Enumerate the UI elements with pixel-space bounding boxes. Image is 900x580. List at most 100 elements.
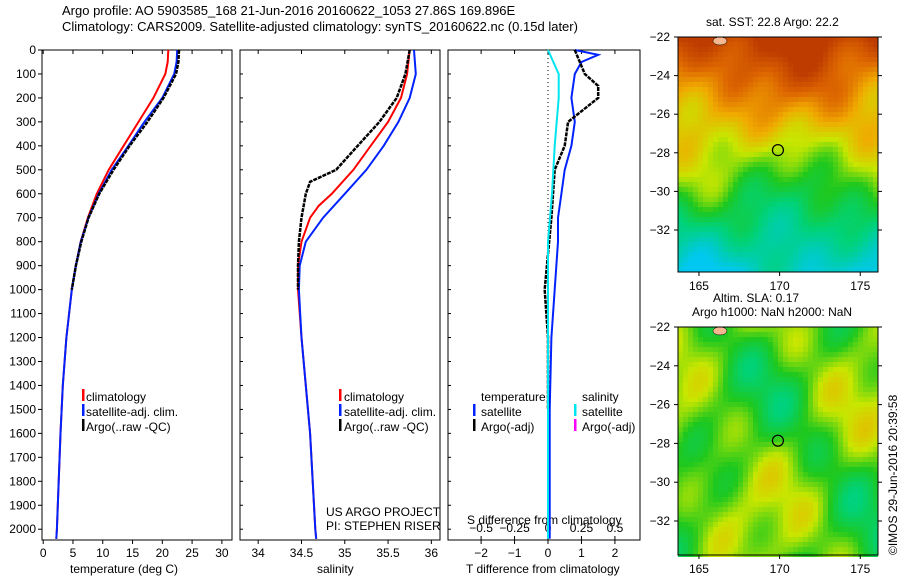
map-cell [868,122,873,127]
map-cell [823,357,828,362]
map-cell [778,522,783,527]
map-cell [773,402,778,407]
map-cell [848,542,853,547]
map-cell [778,492,783,497]
map-cell [863,167,868,172]
map-cell [713,507,718,512]
map-cell [713,242,718,247]
map-cell [808,487,813,492]
map-cell [808,462,813,467]
map-cell [868,117,873,122]
map-cell [733,262,738,267]
map-cell [688,37,693,42]
map-cell [818,252,823,257]
map-cell [798,522,803,527]
map-cell [873,212,878,217]
map-cell [693,117,698,122]
map-cell [798,72,803,77]
map-cell [738,442,743,447]
map-cell [753,177,758,182]
legend-diff-2: Argo(-adj) [481,420,535,434]
map-cell [778,487,783,492]
map-cell [858,542,863,547]
map-cell [723,482,728,487]
map-cell [813,177,818,182]
map-cell [693,122,698,127]
map-cell [768,367,773,372]
map-cell [828,427,833,432]
map-cell [723,187,728,192]
map-cell [698,162,703,167]
map-cell [773,137,778,142]
map-cell [803,442,808,447]
map-cell [858,52,863,57]
legend-diff-1: satellite [481,405,522,419]
map-cell [813,517,818,522]
map-cell [843,212,848,217]
map-cell [803,242,808,247]
map-cell [873,497,878,502]
map-cell [833,217,838,222]
map-cell [838,237,843,242]
map-cell [858,177,863,182]
map-cell [863,47,868,52]
map-cell [728,227,733,232]
map-cell [753,332,758,337]
map-cell [833,257,838,262]
map-cell [683,397,688,402]
map-cell [748,182,753,187]
map-cell [873,532,878,537]
map-cell [678,37,683,42]
map-cell [808,37,813,42]
map-cell [768,492,773,497]
map-cell [803,477,808,482]
map-cell [848,482,853,487]
map-cell [858,367,863,372]
map-cell [743,347,748,352]
map-cell [828,147,833,152]
map-cell [723,487,728,492]
map-cell [793,392,798,397]
map-cell [703,507,708,512]
map-cell [748,422,753,427]
map-cell [753,92,758,97]
map-cell [823,447,828,452]
map-cell [758,407,763,412]
map-cell [848,392,853,397]
map-cell [793,182,798,187]
map-cell [708,352,713,357]
y-tick-label: 1500 [9,402,36,416]
map-cell [823,187,828,192]
map-cell [773,172,778,177]
map-cell [853,222,858,227]
map-cell [873,152,878,157]
map-cell [753,87,758,92]
map-cell [728,382,733,387]
map-cell [808,242,813,247]
map-cell [803,487,808,492]
map-cell [703,452,708,457]
map-cell [863,537,868,542]
map-cell [773,387,778,392]
map-cell [763,477,768,482]
map-cell [728,267,733,272]
map-cell [773,332,778,337]
map-cell [848,372,853,377]
map-cell [868,177,873,182]
series-satellite-adj-clim- [55,49,179,539]
map-cell [713,202,718,207]
map-cell [728,67,733,72]
map-cell [853,82,858,87]
map-cell [843,202,848,207]
map-cell [873,452,878,457]
map-cell [758,467,763,472]
map-cell [838,357,843,362]
map-cell [768,102,773,107]
map-cell [763,447,768,452]
map-cell [693,137,698,142]
map-cell [788,522,793,527]
map-cell [743,527,748,532]
map-cell [833,327,838,332]
map-cell [723,472,728,477]
map-cell [868,207,873,212]
